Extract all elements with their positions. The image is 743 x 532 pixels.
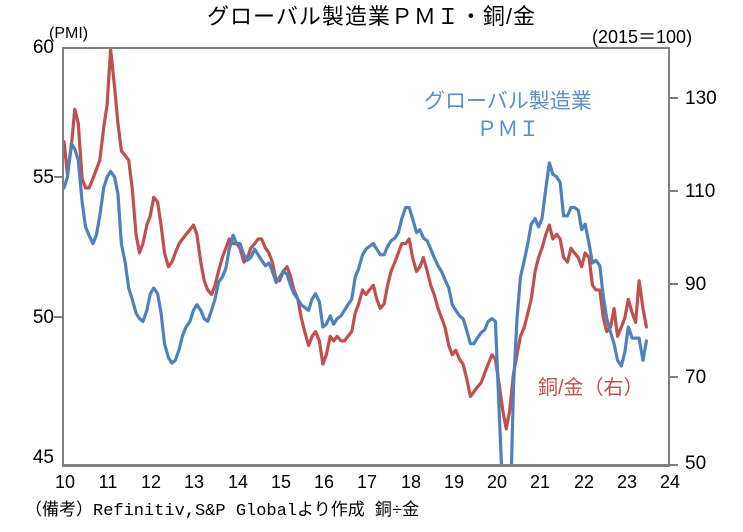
y-axis-right-tick-90: 90 bbox=[685, 274, 707, 295]
chart-footnote: （備考）Refinitiv,S&P Globalより作成 銅÷金 bbox=[25, 502, 420, 521]
pmi-series-label-line1: グローバル製造業 bbox=[424, 90, 592, 113]
tick-right-110 bbox=[670, 190, 678, 192]
chart-title: グローバル製造業ＰＭＩ・銅/金 bbox=[207, 4, 536, 29]
y-axis-right-tick-70: 70 bbox=[685, 367, 707, 388]
x-axis-tick-20: 20 bbox=[486, 472, 508, 492]
tick-right-70 bbox=[670, 376, 678, 378]
x-axis-tick-18: 18 bbox=[400, 472, 422, 492]
x-axis-tick-14: 14 bbox=[227, 472, 249, 492]
tick-right-50 bbox=[670, 464, 678, 466]
x-axis-tick-21: 21 bbox=[529, 472, 551, 492]
left-axis-unit-label: (PMI) bbox=[49, 25, 89, 42]
x-axis-tick-11: 11 bbox=[98, 472, 118, 492]
copper-gold-series-label: 銅/金（右） bbox=[538, 377, 644, 399]
y-axis-right-tick-50: 50 bbox=[685, 453, 707, 474]
right-axis-unit-label: (2015＝100) bbox=[592, 27, 693, 47]
pmi-series-label: グローバル製造業 ＰＭＩ bbox=[424, 88, 592, 145]
x-axis-tick-10: 10 bbox=[54, 472, 76, 492]
x-axis-tick-22: 22 bbox=[573, 472, 595, 492]
tick-left-55 bbox=[54, 176, 62, 178]
x-axis-tick-13: 13 bbox=[183, 472, 205, 492]
x-axis-tick-15: 15 bbox=[270, 472, 292, 492]
y-axis-left-tick-55: 55 bbox=[32, 167, 54, 188]
series-canvas bbox=[64, 49, 649, 464]
y-axis-left-tick-50: 50 bbox=[32, 307, 54, 328]
y-axis-left-tick-45: 45 bbox=[32, 447, 54, 468]
x-axis-tick-16: 16 bbox=[313, 472, 335, 492]
y-axis-right-tick-110: 110 bbox=[685, 181, 716, 202]
pmi-line bbox=[64, 141, 649, 464]
pmi-series-label-line2: ＰＭＩ bbox=[476, 118, 540, 142]
plot-area bbox=[62, 47, 670, 467]
x-axis-tick-23: 23 bbox=[616, 472, 638, 492]
tick-left-50 bbox=[54, 316, 62, 318]
x-axis-tick-19: 19 bbox=[443, 472, 465, 492]
x-axis-tick-24: 24 bbox=[659, 472, 681, 492]
x-axis-tick-12: 12 bbox=[140, 472, 162, 492]
tick-right-130 bbox=[670, 97, 678, 99]
y-axis-left-tick-60: 60 bbox=[32, 37, 54, 58]
copper-gold-line bbox=[64, 49, 649, 431]
x-axis-tick-17: 17 bbox=[356, 472, 378, 492]
tick-right-90 bbox=[670, 283, 678, 285]
y-axis-right-tick-130: 130 bbox=[685, 88, 717, 109]
